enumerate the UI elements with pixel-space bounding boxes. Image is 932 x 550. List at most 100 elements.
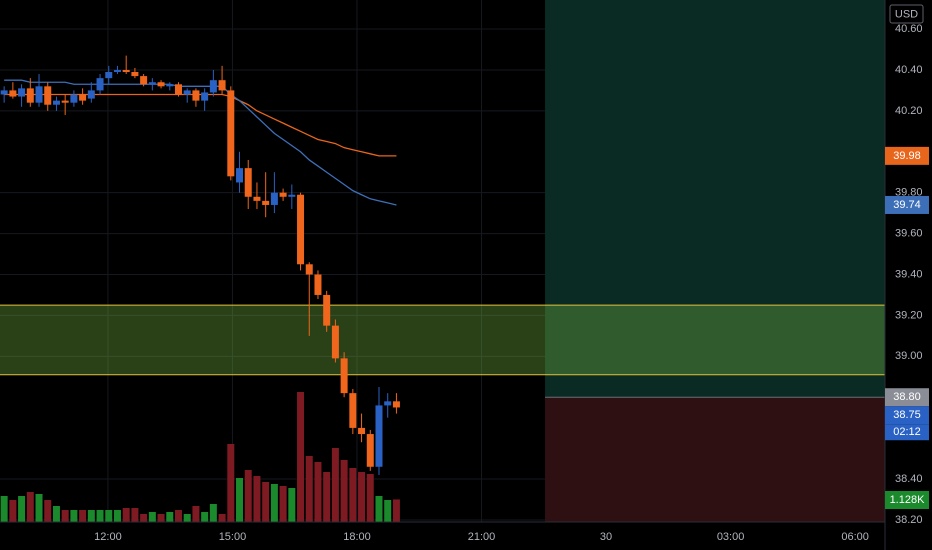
- y-tick-label: 39.20: [895, 309, 923, 321]
- ma-price-bg: [885, 195, 929, 214]
- candle-body: [331, 325, 339, 359]
- y-tick-label: 38.40: [895, 473, 923, 485]
- candle-body: [18, 88, 26, 97]
- x-tick-label: 21:00: [468, 531, 496, 543]
- x-tick-label: 12:00: [94, 531, 122, 543]
- volume-label-bg: [885, 491, 929, 509]
- y-tick-label: 40.20: [895, 105, 923, 117]
- time-axis-bg: [0, 522, 885, 550]
- candle-body: [96, 78, 104, 91]
- volume-bar: [122, 508, 130, 522]
- volume-bar: [366, 474, 374, 522]
- volume-bar: [44, 500, 52, 522]
- volume-bar: [174, 510, 182, 522]
- volume-bar: [358, 472, 366, 522]
- volume-bar: [96, 510, 104, 522]
- candle-body: [270, 192, 278, 205]
- zone: [0, 305, 885, 375]
- candle-body: [166, 84, 174, 87]
- candle-body: [262, 200, 270, 205]
- candle-body: [358, 427, 366, 435]
- volume-bar: [349, 468, 357, 522]
- candle-body: [218, 80, 226, 91]
- y-tick-label: 40.60: [895, 23, 923, 35]
- candle-body: [323, 294, 331, 326]
- candle-body: [0, 90, 8, 95]
- volume-bar: [244, 470, 252, 522]
- volume-bar: [131, 508, 139, 522]
- candle-body: [35, 86, 43, 103]
- currency: USD: [895, 8, 918, 20]
- candle-body: [201, 92, 209, 101]
- candle-body: [375, 405, 383, 467]
- last-price-bg: [885, 406, 929, 425]
- volume-bar: [105, 510, 113, 522]
- volume-bar: [227, 444, 235, 522]
- volume-bar: [52, 506, 60, 522]
- volume-bar: [79, 510, 87, 522]
- volume-bar: [288, 488, 296, 522]
- volume-bar: [253, 476, 261, 522]
- candle-body: [70, 94, 78, 103]
- x-tick-label: 06:00: [841, 531, 869, 543]
- volume-bar: [113, 510, 121, 522]
- candle-body: [244, 168, 252, 197]
- candle-body: [340, 358, 348, 394]
- volume-bar: [279, 486, 287, 522]
- volume-bar: [26, 492, 34, 522]
- x-tick-label: 03:00: [717, 531, 745, 543]
- entry-price-bg: [885, 388, 929, 407]
- volume-bar: [0, 496, 8, 522]
- entry-price: 38.80: [893, 391, 921, 403]
- x-tick-label: 30: [600, 531, 612, 543]
- volume-bar: [140, 514, 148, 522]
- candle-body: [314, 274, 322, 295]
- ma-price: 39.98: [893, 150, 921, 162]
- volume-bar: [157, 514, 165, 522]
- candle-body: [209, 80, 217, 93]
- candle-body: [227, 90, 235, 177]
- candle-body: [148, 82, 156, 85]
- moving-average: [4, 79, 397, 206]
- volume-bar: [183, 514, 191, 522]
- candle-body: [183, 90, 191, 95]
- candle-body: [305, 264, 313, 275]
- y-tick-label: 39.00: [895, 350, 923, 362]
- volume-bar: [192, 506, 200, 522]
- candle-body: [279, 192, 287, 197]
- volume-bar: [87, 510, 95, 522]
- candle-body: [52, 100, 60, 105]
- volume-bar: [331, 448, 339, 522]
- volume-bar: [314, 462, 322, 522]
- candle-body: [105, 72, 113, 79]
- volume-bar: [166, 512, 174, 522]
- candle-body: [140, 76, 148, 85]
- candle-body: [113, 69, 121, 72]
- y-tick-label: 39.40: [895, 268, 923, 280]
- y-tick-label: 39.80: [895, 187, 923, 199]
- volume-bar: [70, 510, 78, 522]
- volume-bar: [297, 392, 305, 522]
- candle-body: [174, 84, 182, 95]
- ma-price-bg: [885, 146, 929, 165]
- candle-body: [236, 168, 244, 183]
- x-tick-label: 15:00: [219, 531, 247, 543]
- candle-body: [384, 401, 392, 406]
- x-tick-label: 18:00: [343, 531, 371, 543]
- currency-box: [889, 4, 924, 24]
- volume-bar: [218, 514, 226, 522]
- ma-price: 39.74: [893, 199, 921, 211]
- countdown: 02:12: [893, 426, 921, 438]
- y-tick-label: 39.60: [895, 227, 923, 239]
- volume-bar: [9, 500, 17, 522]
- volume-bar: [35, 494, 43, 522]
- volume-bar: [262, 482, 270, 522]
- countdown-bg: [885, 424, 929, 441]
- candle-body: [9, 90, 17, 97]
- volume-bar: [209, 504, 217, 522]
- moving-average: [4, 93, 397, 157]
- candle-body: [131, 72, 139, 77]
- candle-body: [288, 194, 296, 197]
- volume-bar: [305, 456, 313, 522]
